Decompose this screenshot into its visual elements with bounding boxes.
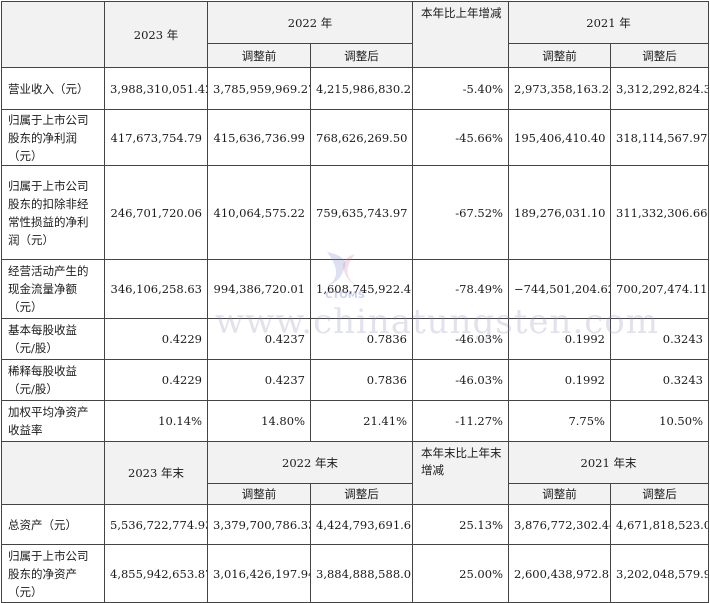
cell-2023: 346,106,258.63 [104,259,208,319]
cell-2023: 0.4229 [104,359,208,401]
row-label: 归属于上市公司股东的净资产（元） [1,544,105,603]
cell-2021-before: 3,876,772,302.44 [508,504,611,545]
cell-2023: 3,988,310,051.42 [104,67,208,110]
table-row: 归属于上市公司股东的净利润（元） 417,673,754.79 415,636,… [1,109,709,166]
cell-2023: 4,855,942,653.87 [104,544,208,603]
table-row: 基本每股收益（元/股） 0.4229 0.4237 0.7836 -46.03%… [1,318,709,360]
header2-2023: 2023 年末 [104,441,208,505]
cell-2021-before: 2,600,438,972.83 [508,544,611,603]
header-change: 本年比上年增减 [412,1,509,68]
cell-change: -11.27% [412,400,509,442]
cell-change: -5.40% [412,67,509,110]
row-label: 归属于上市公司股东的扣除非经常性损益的净利润（元） [1,165,105,260]
table-row: 经营活动产生的现金流量净额（元） 346,106,258.63 994,386,… [1,259,709,319]
cell-change: 25.00% [412,544,509,603]
cell-change: 25.13% [412,504,509,545]
row-label: 稀释每股收益（元/股） [1,359,105,401]
cell-2022-before: 410,064,575.22 [207,165,311,260]
table-row: 归属于上市公司股东的净资产（元） 4,855,942,653.87 3,016,… [1,544,709,603]
cell-2021-before: 189,276,031.10 [508,165,611,260]
cell-2022-before: 14.80% [207,400,311,442]
cell-2021-before: 0.1992 [508,359,611,401]
header2-2022: 2022 年末 [207,441,413,484]
cell-2021-after: 3,312,292,824.32 [610,67,709,110]
table-row: 营业收入（元） 3,988,310,051.42 3,785,959,969.2… [1,67,709,110]
cell-2022-before: 415,636,736.99 [207,109,311,166]
cell-2022-before: 3,016,426,197.94 [207,544,311,603]
header2-change: 本年末比上年末增减 [412,441,509,505]
cell-2022-after: 21.41% [310,400,413,442]
cell-2022-before: 0.4237 [207,359,311,401]
row-label: 归属于上市公司股东的净利润（元） [1,109,105,166]
cell-2023: 5,536,722,774.93 [104,504,208,545]
table-row: 稀释每股收益（元/股） 0.4229 0.4237 0.7836 -46.03%… [1,359,709,401]
header-2022: 2022 年 [207,1,413,44]
cell-2022-before: 3,785,959,969.27 [207,67,311,110]
cell-2022-after: 768,626,269.50 [310,109,413,166]
cell-2021-after: 311,332,306.66 [610,165,709,260]
cell-2021-before: 2,973,358,163.24 [508,67,611,110]
header-2021-before: 调整前 [508,43,611,68]
cell-2022-after: 759,635,743.97 [310,165,413,260]
header-empty-cell [1,1,105,68]
cell-2022-before: 994,386,720.01 [207,259,311,319]
header2-2021-before: 调整前 [508,483,611,505]
row-label: 总资产（元） [1,504,105,545]
cell-2022-after: 0.7836 [310,318,413,360]
table-row: 归属于上市公司股东的扣除非经常性损益的净利润（元） 246,701,720.06… [1,165,709,260]
row-label: 基本每股收益（元/股） [1,318,105,360]
cell-change: -46.03% [412,318,509,360]
cell-2022-before: 3,379,700,786.33 [207,504,311,545]
cell-change: -78.49% [412,259,509,319]
header2-2021: 2021 年末 [508,441,709,484]
cell-2022-after: 1,608,745,922.46 [310,259,413,319]
cell-2023: 246,701,720.06 [104,165,208,260]
table-row: 加权平均净资产收益率 10.14% 14.80% 21.41% -11.27% … [1,400,709,442]
table-row: 总资产（元） 5,536,722,774.93 3,379,700,786.33… [1,504,709,545]
cell-change: -46.03% [412,359,509,401]
row-label: 营业收入（元） [1,67,105,110]
cell-change: -45.66% [412,109,509,166]
cell-2021-after: 0.3243 [610,359,709,401]
cell-2023: 0.4229 [104,318,208,360]
header-2022-after: 调整后 [310,43,413,68]
row-label: 加权平均净资产收益率 [1,400,105,442]
cell-2021-after: 4,671,818,523.02 [610,504,709,545]
header2-2022-after: 调整后 [310,483,413,505]
header-row-2: 调整前 调整后 调整前 调整后 [1,43,709,68]
header-2021: 2021 年 [508,1,709,44]
cell-2021-after: 0.3243 [610,318,709,360]
header-2022-before: 调整前 [207,43,311,68]
cell-2021-after: 318,114,567.97 [610,109,709,166]
header-row-1: 2023 年 2022 年 本年比上年增减 2021 年 [1,1,709,68]
cell-2023: 10.14% [104,400,208,442]
cell-2021-before: 7.75% [508,400,611,442]
cell-2022-after: 0.7836 [310,359,413,401]
cell-2021-after: 10.50% [610,400,709,442]
cell-2021-after: 700,207,474.11 [610,259,709,319]
row-label: 经营活动产生的现金流量净额（元） [1,259,105,319]
cell-2022-after: 4,424,793,691.66 [310,504,413,545]
header2-row-1: 2023 年末 2022 年末 本年末比上年末增减 2021 年末 [1,441,709,505]
cell-2021-before: 0.1992 [508,318,611,360]
cell-2022-before: 0.4237 [207,318,311,360]
cell-2021-before: 195,406,410.40 [508,109,611,166]
cell-2021-after: 3,202,048,579.98 [610,544,709,603]
header2-2021-after: 调整后 [610,483,709,505]
cell-2022-after: 3,884,888,588.02 [310,544,413,603]
cell-change: -67.52% [412,165,509,260]
header-2023: 2023 年 [104,1,208,68]
cell-2022-after: 4,215,986,830.27 [310,67,413,110]
header2-empty-cell [1,441,105,505]
cell-2023: 417,673,754.79 [104,109,208,166]
header-2021-after: 调整后 [610,43,709,68]
cell-2021-before: −744,501,204.62 [508,259,611,319]
header2-2022-before: 调整前 [207,483,311,505]
